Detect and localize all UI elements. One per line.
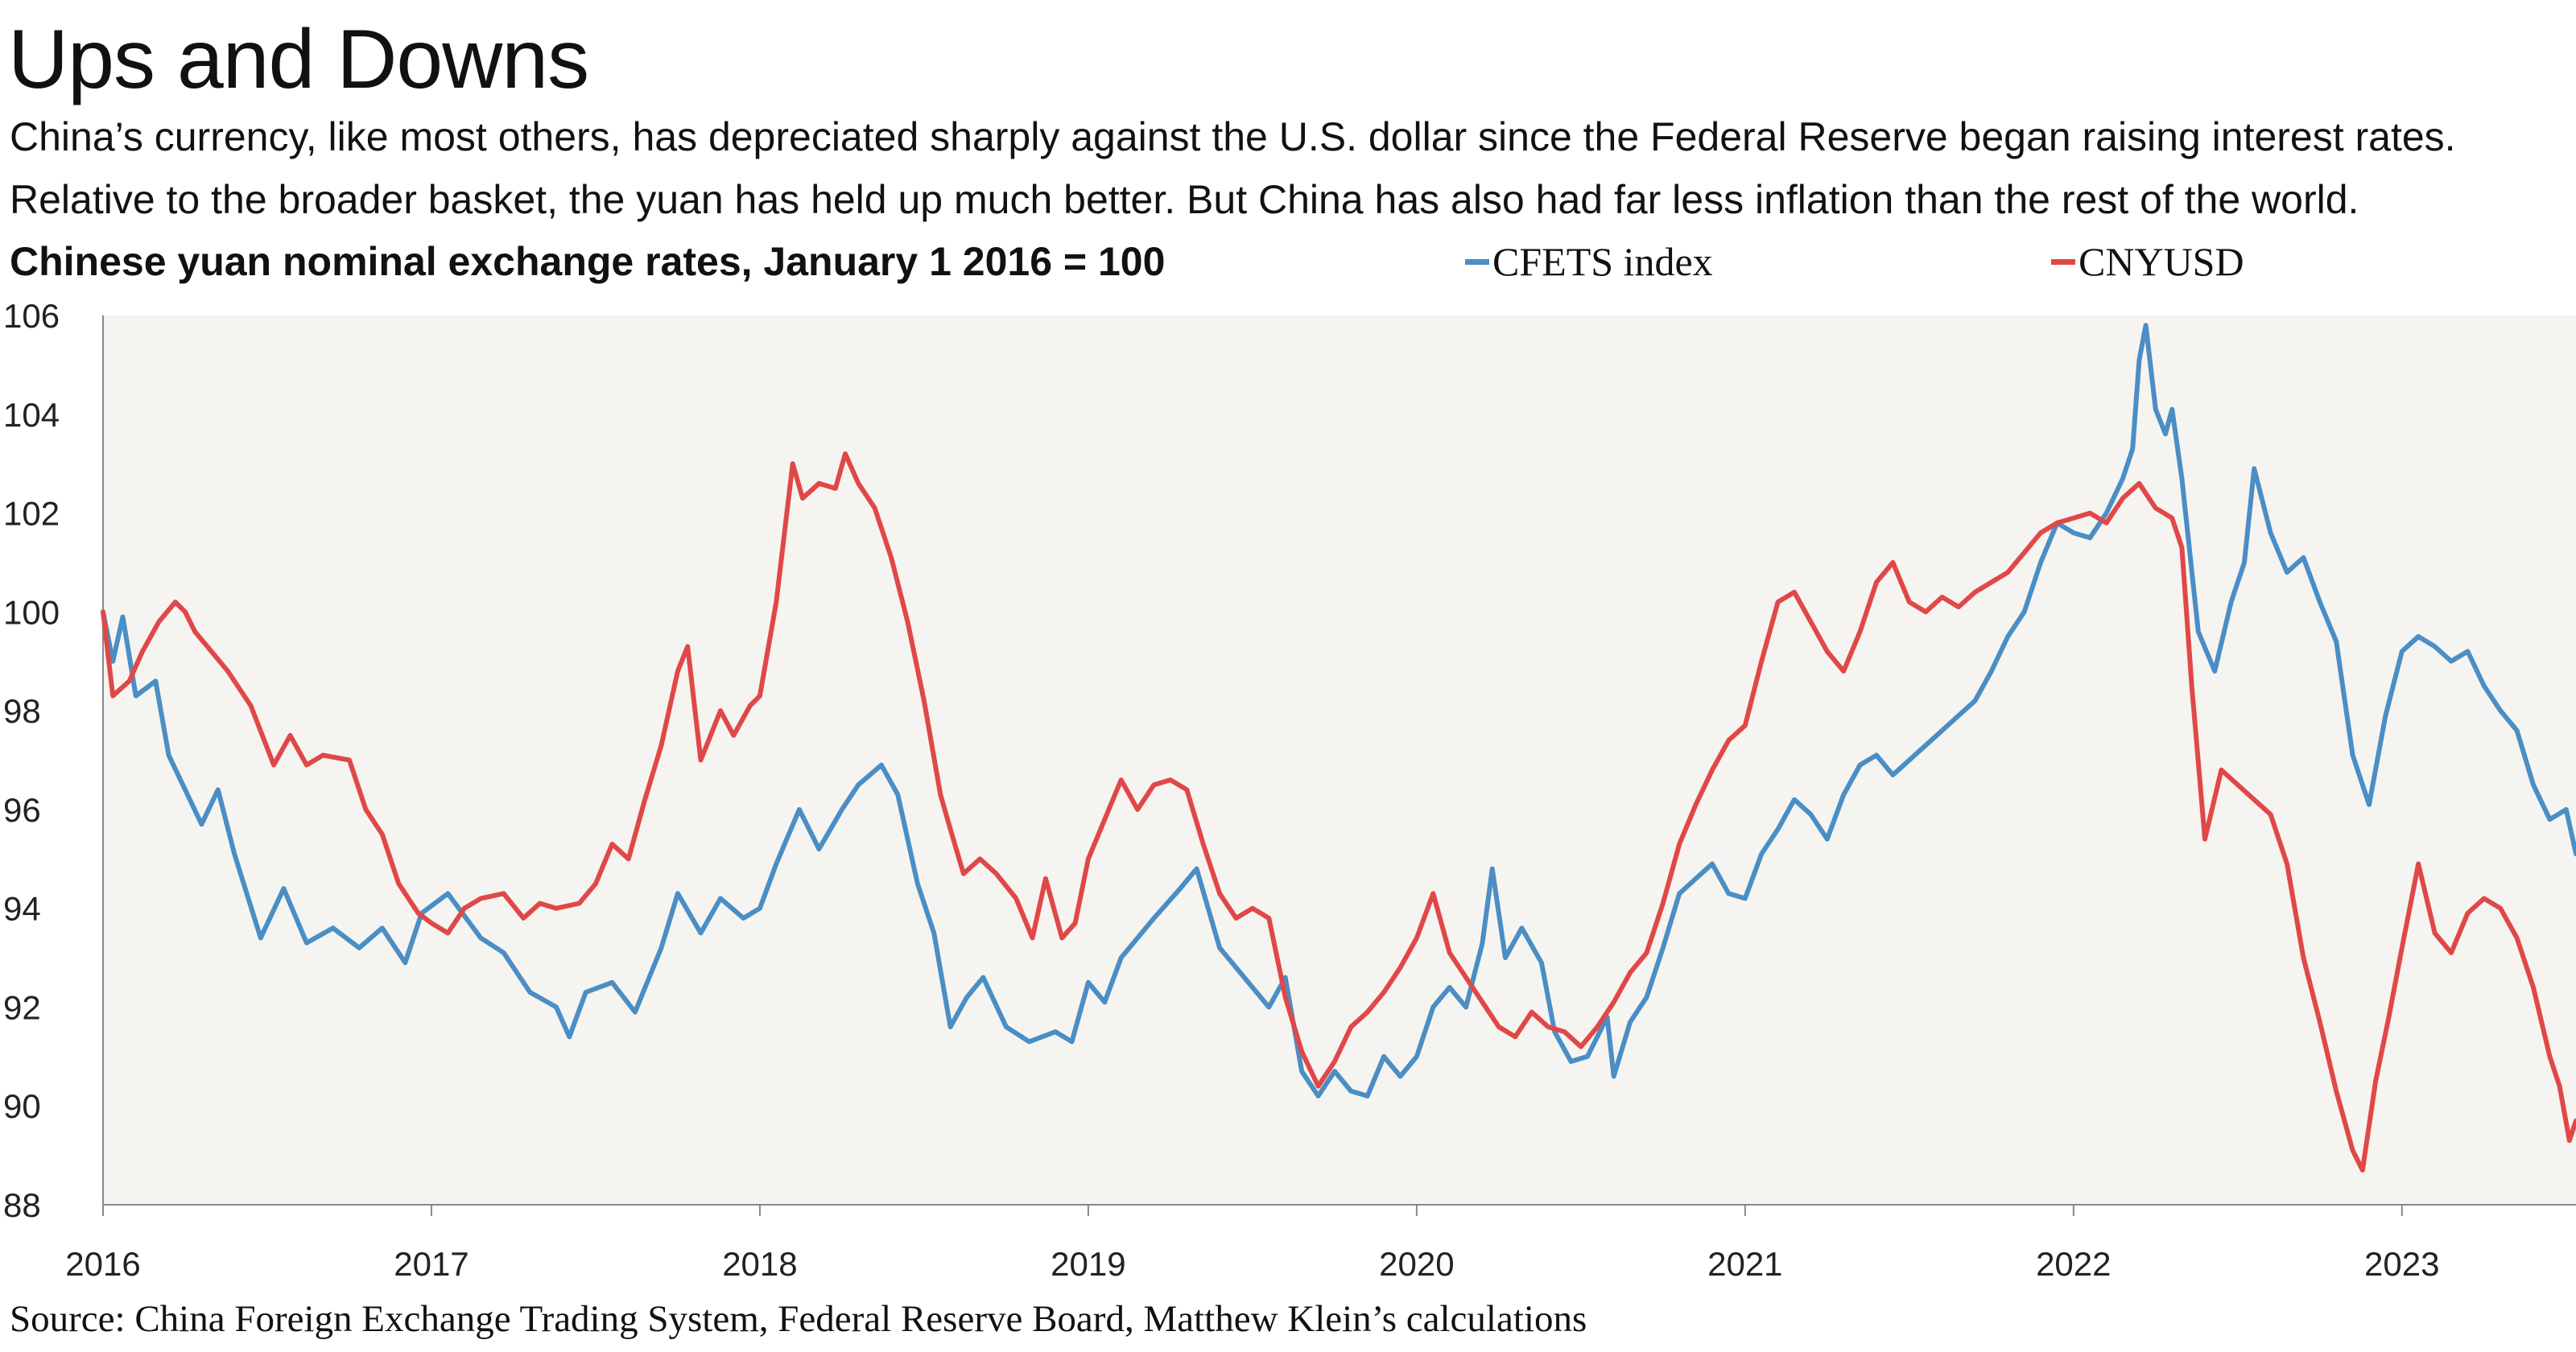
plot-area xyxy=(103,315,2576,1205)
x-tick-label: 2022 xyxy=(2036,1245,2111,1283)
chart-title-main: Ups and Downs xyxy=(8,13,589,106)
source-note: Source: China Foreign Exchange Trading S… xyxy=(10,1298,1587,1340)
legend-item-cfets: CFETS index xyxy=(1465,238,1713,285)
x-tick-label: 2019 xyxy=(1051,1245,1125,1283)
x-tick-label: 2021 xyxy=(1707,1245,1782,1283)
legend-swatch-cnyusd xyxy=(2051,258,2075,265)
y-tick-label: 100 xyxy=(3,593,60,631)
legend-item-cnyusd: CNYUSD xyxy=(2051,238,2244,285)
subtitle-line-1: China’s currency, like most others, has … xyxy=(10,114,2456,159)
y-axis: 88 90 92 94 96 98 100 102 104 106 xyxy=(3,297,104,1224)
legend-label-cnyusd: CNYUSD xyxy=(2079,239,2244,284)
y-tick-label: 88 xyxy=(3,1186,41,1224)
y-tick-label: 102 xyxy=(3,495,60,533)
x-tick-label: 2023 xyxy=(2364,1245,2439,1283)
series-layer xyxy=(101,323,2576,1173)
y-tick-label: 92 xyxy=(3,988,41,1026)
y-tick-label: 90 xyxy=(3,1087,41,1125)
x-axis: 2016 2017 2018 2019 2020 2021 2022 2023 xyxy=(65,1204,2576,1283)
x-tick-label: 2018 xyxy=(722,1245,797,1283)
chart-label: Chinese yuan nominal exchange rates, Jan… xyxy=(10,239,1166,284)
series-line-cfets xyxy=(101,323,2576,1098)
y-tick-label: 104 xyxy=(3,396,60,434)
legend-label-cfets: CFETS index xyxy=(1492,239,1713,284)
subtitle-line-2: Relative to the broader basket, the yuan… xyxy=(10,177,2359,222)
x-tick-label: 2016 xyxy=(65,1245,140,1283)
y-tick-label: 94 xyxy=(3,890,41,928)
y-tick-label: 98 xyxy=(3,692,41,730)
legend-swatch-cfets xyxy=(1465,258,1489,265)
y-tick-label: 106 xyxy=(3,297,60,335)
series-line-cnyusd xyxy=(101,451,2576,1173)
y-tick-label: 96 xyxy=(3,791,41,829)
x-tick-label: 2020 xyxy=(1379,1245,1454,1283)
x-tick-label: 2017 xyxy=(394,1245,469,1283)
